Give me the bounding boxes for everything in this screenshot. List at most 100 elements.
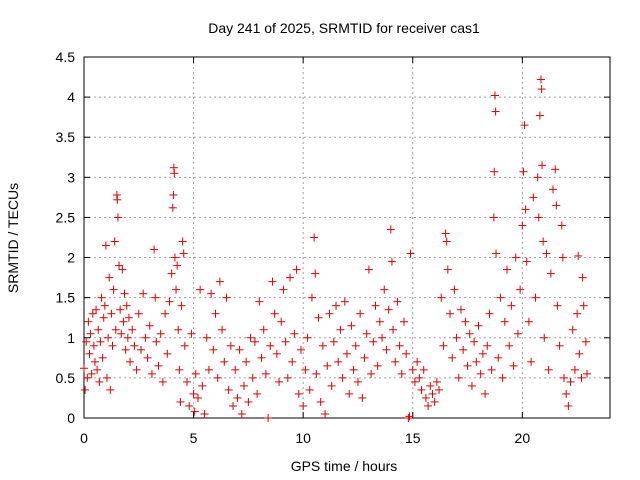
data-point: [435, 385, 444, 394]
data-point: [476, 369, 485, 378]
data-point: [255, 297, 264, 306]
data-point: [538, 161, 547, 170]
data-point: [283, 373, 292, 382]
data-point: [296, 345, 305, 354]
data-point: [222, 293, 231, 302]
data-point: [150, 245, 159, 254]
data-point: [248, 373, 257, 382]
data-point: [564, 401, 573, 410]
data-point: [311, 269, 320, 278]
data-point: [491, 107, 500, 116]
data-point: [105, 273, 114, 282]
data-point: [540, 333, 549, 342]
data-point: [270, 309, 279, 318]
data-point: [115, 261, 124, 270]
data-point: [190, 407, 199, 416]
data-point: [329, 337, 338, 346]
data-point: [426, 381, 435, 390]
data-point: [332, 301, 341, 310]
data-point: [98, 353, 107, 362]
data-point: [124, 313, 133, 322]
data-point: [179, 249, 188, 258]
data-point: [467, 381, 476, 390]
data-point: [505, 341, 514, 350]
data-point: [307, 293, 316, 302]
data-point: [518, 221, 527, 230]
data-point: [272, 349, 281, 358]
data-point: [87, 369, 96, 378]
data-point: [549, 185, 558, 194]
data-point: [441, 229, 450, 238]
data-point: [551, 165, 560, 174]
data-point: [301, 365, 310, 374]
data-point: [209, 345, 218, 354]
data-point: [351, 341, 360, 350]
data-point: [118, 265, 127, 274]
data-point: [340, 297, 349, 306]
data-point: [193, 393, 202, 402]
data-point: [92, 305, 101, 314]
data-point: [465, 329, 474, 338]
data-point: [158, 377, 167, 386]
data-point: [371, 301, 380, 310]
data-point: [575, 349, 584, 358]
data-point: [122, 301, 131, 310]
data-point: [393, 297, 402, 306]
data-point: [81, 385, 90, 394]
data-point: [485, 309, 494, 318]
data-point: [132, 365, 141, 374]
data-point: [211, 309, 220, 318]
data-point: [239, 381, 248, 390]
data-point: [106, 385, 115, 394]
data-point: [244, 397, 253, 406]
data-point: [316, 397, 325, 406]
x-axis-label: GPS time / hours: [291, 458, 398, 474]
data-point: [516, 285, 525, 294]
data-point: [406, 249, 415, 258]
data-point: [336, 325, 345, 334]
data-point: [121, 345, 130, 354]
data-point: [176, 397, 185, 406]
data-point: [108, 341, 117, 350]
data-point: [487, 365, 496, 374]
data-point: [147, 369, 156, 378]
data-point: [507, 301, 516, 310]
data-point: [490, 167, 499, 176]
plot-frame: [83, 56, 611, 419]
y-tick-label: 0: [67, 410, 75, 426]
data-point: [559, 373, 568, 382]
data-point: [168, 203, 177, 212]
data-point: [375, 317, 384, 326]
data-point: [452, 333, 461, 342]
data-point: [325, 309, 334, 318]
data-point: [279, 285, 288, 294]
data-point: [84, 317, 93, 326]
data-point: [358, 393, 367, 402]
data-point: [123, 333, 132, 342]
data-point: [430, 397, 439, 406]
data-point: [165, 297, 174, 306]
data-point: [178, 237, 187, 246]
data-point: [578, 273, 587, 282]
data-point: [294, 389, 303, 398]
data-point: [154, 361, 163, 370]
data-point: [231, 365, 240, 374]
data-point: [253, 389, 262, 398]
data-point: [207, 289, 216, 298]
data-point: [85, 349, 94, 358]
data-point: [198, 381, 207, 390]
data-point: [288, 357, 297, 366]
data-point: [415, 373, 424, 382]
data-point: [494, 353, 503, 362]
data-point: [448, 353, 457, 362]
data-point: [373, 361, 382, 370]
data-point: [424, 401, 433, 410]
data-point: [143, 353, 152, 362]
data-point: [312, 369, 321, 378]
data-point: [305, 385, 314, 394]
data-point: [93, 365, 102, 374]
data-point: [120, 289, 129, 298]
data-point: [522, 257, 531, 266]
data-point: [384, 305, 393, 314]
data-point: [492, 249, 501, 258]
